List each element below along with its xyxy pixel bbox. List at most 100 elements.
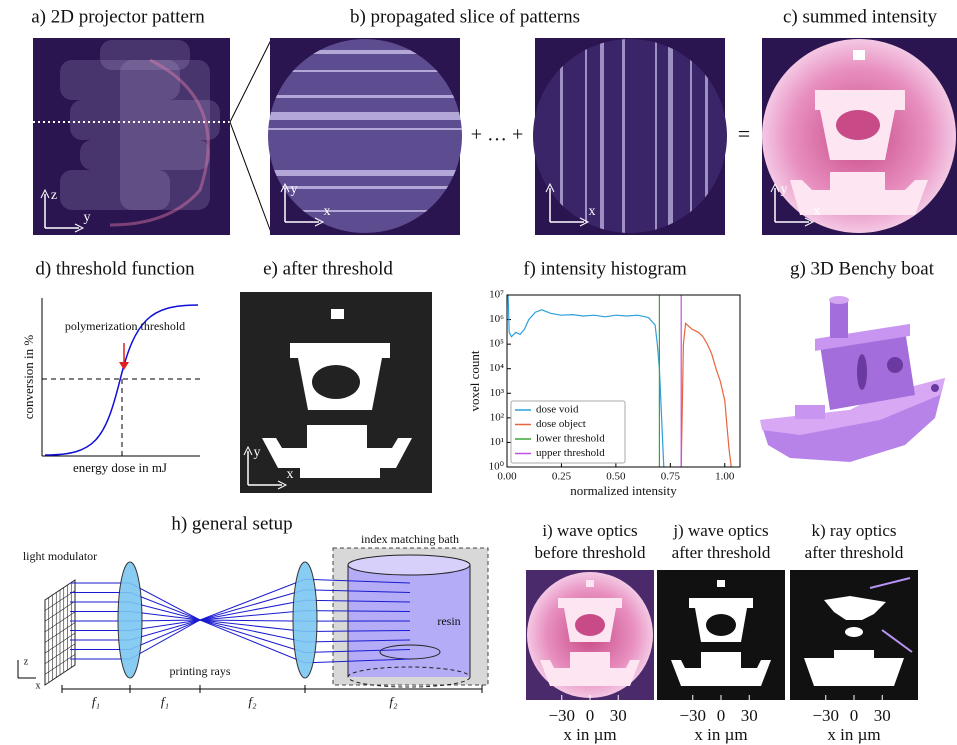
stripe: [268, 170, 462, 176]
label: resin: [437, 614, 460, 628]
label: x in µm: [563, 725, 616, 744]
figure: a) 2D projector pattern b) propagated sli…: [0, 0, 957, 745]
label: f₂: [248, 694, 257, 709]
zoom-line: [230, 38, 272, 122]
label: h) general setup: [171, 513, 292, 534]
x-tick-label: −30: [679, 706, 706, 725]
x-tick-label: 1.00: [715, 471, 735, 483]
label: f) intensity histogram: [523, 258, 687, 279]
stripe: [268, 128, 462, 130]
label: normalized intensity: [570, 483, 677, 498]
label: y: [254, 445, 261, 460]
y-tick-label: 10⁰: [489, 461, 505, 473]
label: z: [51, 188, 57, 203]
x-tick-label: 30: [741, 706, 758, 725]
x-tick-label: 30: [874, 706, 891, 725]
hole: [575, 614, 605, 636]
boat-chimney-top: [829, 296, 849, 304]
boat-chimney: [830, 300, 848, 338]
label: light modulator: [23, 549, 97, 563]
boat-window: [857, 354, 867, 390]
stripe: [268, 70, 462, 72]
white: [845, 627, 863, 637]
legend-label: dose object: [536, 418, 586, 430]
label: y: [781, 182, 788, 197]
stripe: [655, 36, 657, 236]
lens: [118, 562, 142, 678]
boat-deck-box: [795, 405, 825, 419]
boat-porthole: [887, 357, 903, 373]
stripe: [600, 36, 604, 236]
x-tick-label: 0: [717, 706, 726, 725]
white: [331, 309, 344, 319]
label: x: [287, 467, 294, 482]
slice-disc: [268, 39, 462, 233]
x-tick-label: 0.75: [661, 471, 681, 483]
y-tick-label: 10⁷: [489, 289, 504, 301]
label: k) ray optics: [812, 521, 897, 540]
label: + … +: [471, 124, 524, 146]
x-tick-label: 0.50: [606, 471, 626, 483]
label: b) propagated slice of patterns: [350, 6, 580, 27]
stripe: [268, 95, 462, 98]
x-tick-label: 0: [586, 706, 595, 725]
label: d) threshold function: [35, 258, 195, 279]
x-tick-label: 30: [610, 706, 627, 725]
label: x in µm: [827, 725, 880, 744]
legend-label: lower threshold: [536, 433, 605, 445]
label: energy dose in mJ: [73, 460, 167, 475]
y-tick-label: 10⁵: [489, 338, 504, 350]
label: voxel count: [467, 350, 482, 411]
lens: [293, 562, 317, 678]
stripe: [268, 112, 462, 120]
stripe: [585, 36, 587, 236]
label: f₁: [92, 694, 100, 709]
bright: [853, 50, 865, 60]
hole: [706, 614, 736, 636]
label: x: [36, 680, 41, 691]
series-line: [681, 323, 731, 467]
y-tick-label: 10¹: [490, 436, 504, 448]
x-tick-label: −30: [548, 706, 575, 725]
y-tick-label: 10²: [490, 411, 505, 423]
label: y: [84, 210, 91, 225]
red-arrow-head: [119, 362, 129, 370]
label: after threshold: [672, 543, 771, 562]
legend-label: dose void: [536, 404, 579, 416]
stripe: [690, 36, 692, 236]
label: x in µm: [694, 725, 747, 744]
label: before threshold: [535, 543, 646, 562]
stripe: [668, 36, 673, 236]
label: i) wave optics: [542, 521, 637, 540]
boat-porthole: [931, 384, 939, 392]
white: [586, 580, 594, 587]
label: =: [738, 121, 750, 146]
legend-label: upper threshold: [536, 447, 605, 459]
resin-top: [348, 555, 470, 575]
label: f₂: [389, 694, 398, 709]
y-tick-label: 10⁶: [489, 313, 504, 325]
label: printing rays: [170, 664, 231, 678]
x-tick-label: −30: [812, 706, 839, 725]
label: polymerization threshold: [65, 319, 185, 333]
label: a) 2D projector pattern: [31, 6, 205, 27]
label: x: [814, 204, 821, 219]
label: index matching bath: [361, 532, 459, 546]
label: c) summed intensity: [783, 6, 938, 27]
y-tick-label: 10³: [490, 387, 505, 399]
label: g) 3D Benchy boat: [790, 258, 935, 279]
label: after threshold: [805, 543, 904, 562]
x-tick-label: 0: [850, 706, 859, 725]
label: conversion in %: [21, 335, 36, 420]
y-tick-label: 10⁴: [489, 362, 504, 374]
x-tick-label: 0.25: [552, 471, 572, 483]
hole: [836, 110, 880, 140]
label: x: [589, 204, 596, 219]
label: x: [324, 204, 331, 219]
label: z: [24, 656, 29, 667]
white: [717, 580, 725, 587]
hole: [312, 365, 360, 399]
label: j) wave optics: [672, 521, 768, 540]
label: f₁: [161, 694, 169, 709]
zoom-line: [230, 122, 272, 235]
